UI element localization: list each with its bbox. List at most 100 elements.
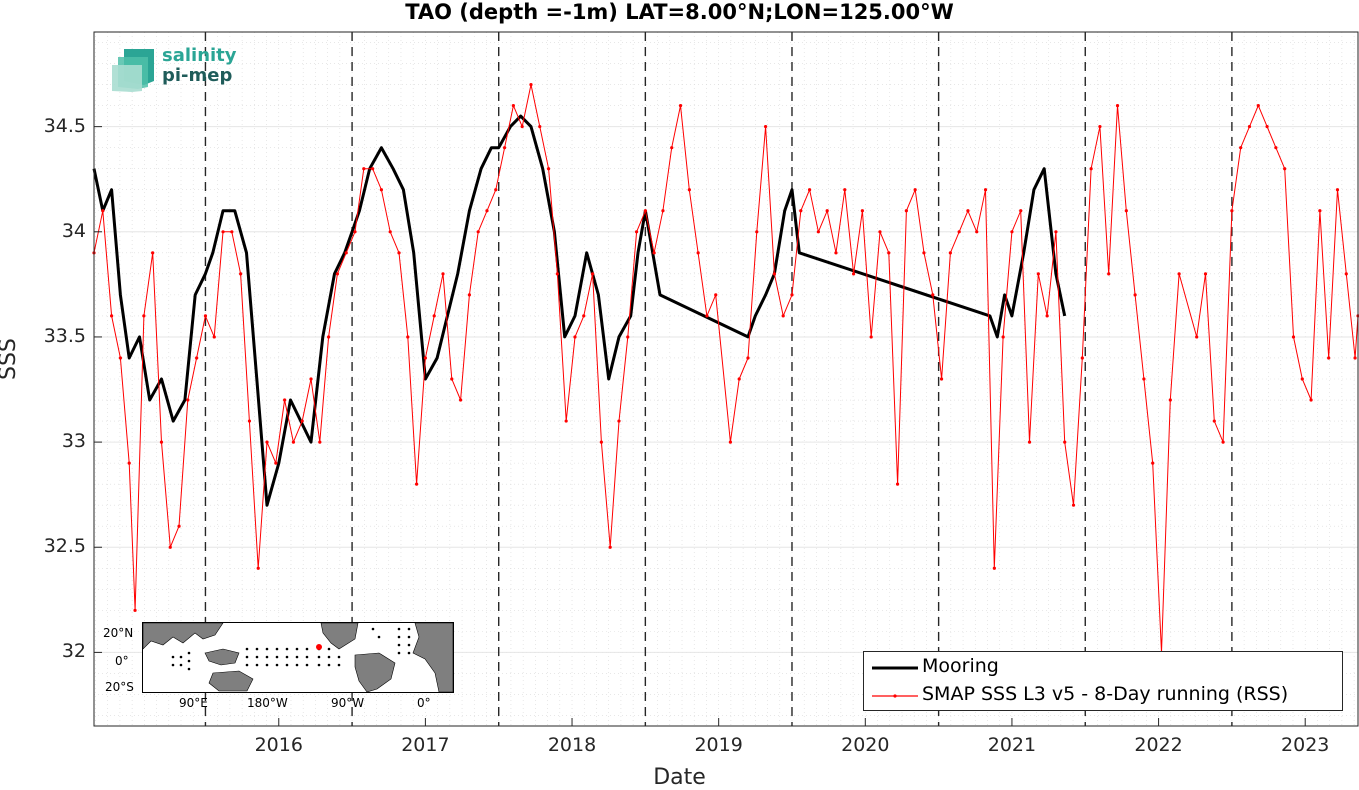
plot-frame: [93, 31, 1359, 727]
data-point: [379, 188, 384, 192]
legend-entry-mooring: Mooring: [864, 655, 1342, 681]
data-point: [634, 230, 639, 234]
x-tick-label: 2021: [987, 734, 1037, 756]
data-point: [432, 314, 436, 318]
inset-map: 20°N 0° 20°S 90°E 180°W 90°W 0°: [103, 622, 454, 710]
data-point: [1027, 440, 1032, 444]
data-point: [737, 377, 741, 381]
data-point: [1019, 209, 1023, 213]
inset-lon-90e: 90°E: [179, 696, 208, 710]
data-point: [538, 125, 542, 129]
data-point: [212, 335, 216, 339]
data-point: [133, 608, 137, 612]
logo-line1: salinity: [162, 45, 237, 66]
data-point: [922, 251, 926, 255]
data-point: [834, 251, 838, 255]
data-point: [714, 293, 718, 297]
data-point: [772, 272, 776, 276]
data-point: [755, 230, 759, 234]
data-point: [652, 251, 656, 255]
data-point: [904, 209, 908, 213]
data-point: [362, 167, 366, 171]
data-point: [1283, 167, 1287, 171]
data-point: [1300, 377, 1304, 381]
data-point: [520, 125, 524, 129]
data-point: [1045, 314, 1049, 318]
legend-label-smap: SMAP SSS L3 v5 - 8-Day running (RSS): [922, 683, 1289, 705]
x-tick-label: 2018: [547, 734, 597, 756]
data-point: [869, 335, 873, 339]
legend-entry-smap: SMAP SSS L3 v5 - 8-Day running (RSS): [864, 683, 1342, 709]
data-point: [256, 566, 260, 570]
data-point: [643, 209, 647, 213]
logo-line2: pi-mep: [162, 65, 233, 86]
inset-lat-20n: 20°N: [103, 626, 134, 640]
legend-label-mooring: Mooring: [922, 655, 999, 677]
y-tick-label: 32.5: [43, 535, 86, 558]
data-point: [247, 419, 252, 423]
data-point: [1063, 440, 1067, 444]
data-point: [763, 125, 768, 129]
data-point: [728, 440, 732, 444]
series-layer: [92, 82, 1359, 654]
data-point: [966, 209, 970, 213]
y-tick-label: 33: [61, 430, 86, 453]
data-point: [843, 188, 847, 192]
data-point: [799, 209, 803, 213]
data-point: [1071, 503, 1076, 507]
data-point: [975, 230, 979, 234]
y-tick-label: 32: [61, 640, 86, 663]
data-point: [1274, 146, 1278, 150]
data-point: [1098, 125, 1102, 129]
data-point: [1142, 377, 1146, 381]
legend-swatch-smap: [872, 694, 918, 698]
data-point: [860, 209, 864, 213]
data-point: [118, 356, 122, 360]
data-point: [1309, 398, 1313, 402]
data-point: [151, 251, 155, 255]
data-point: [327, 335, 331, 339]
logo-wave-icon: [112, 49, 154, 92]
x-tick-label: 2019: [694, 734, 743, 756]
data-point: [1353, 356, 1357, 360]
y-tick-label: 33.5: [43, 324, 86, 347]
data-point: [1318, 209, 1322, 213]
mooring-location-marker: [316, 644, 322, 650]
data-point: [203, 314, 208, 318]
data-point: [511, 104, 515, 108]
data-point: [696, 251, 700, 255]
data-point: [931, 293, 935, 297]
data-point: [502, 146, 507, 150]
year-lines: [204, 32, 1233, 726]
data-point: [878, 230, 882, 234]
data-point: [476, 230, 480, 234]
data-point: [397, 251, 401, 255]
data-point: [1265, 125, 1269, 129]
data-point: [291, 440, 296, 444]
data-point: [1327, 356, 1331, 360]
data-point: [109, 314, 114, 318]
data-point: [948, 251, 952, 255]
tick-marks: [94, 126, 1306, 726]
data-point: [230, 230, 234, 234]
data-point: [617, 419, 621, 423]
data-point: [626, 335, 630, 339]
data-point: [1010, 230, 1014, 234]
data-point: [283, 398, 287, 402]
data-point: [1001, 335, 1005, 339]
inset-lon-0: 0°: [417, 696, 431, 710]
data-point: [142, 314, 146, 318]
salinity-pimep-logo: salinity pi-mep: [110, 45, 250, 93]
data-point: [790, 293, 794, 297]
data-point: [458, 398, 463, 402]
data-point: [1221, 440, 1225, 444]
data-point: [195, 356, 199, 360]
data-point: [825, 209, 829, 213]
data-point: [318, 440, 322, 444]
data-point: [599, 440, 603, 444]
data-point: [265, 440, 269, 444]
data-point: [564, 419, 568, 423]
legend-swatch-mooring: [872, 666, 918, 670]
data-point: [353, 230, 357, 234]
data-point: [816, 230, 820, 234]
